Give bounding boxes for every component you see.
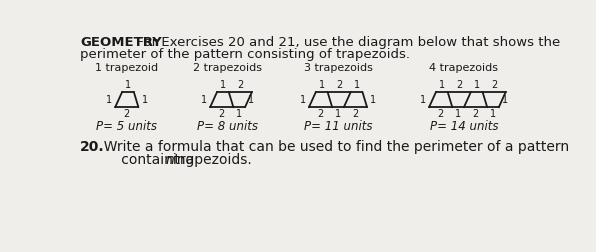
Text: Write a formula that can be used to find the perimeter of a pattern: Write a formula that can be used to find… — [95, 140, 570, 154]
Text: 2: 2 — [491, 80, 497, 90]
Text: 2: 2 — [336, 80, 342, 90]
Text: 1: 1 — [439, 80, 445, 90]
Text: 1: 1 — [141, 94, 148, 105]
Text: 1: 1 — [300, 94, 306, 105]
Text: 20.: 20. — [80, 140, 104, 154]
Text: 2: 2 — [237, 80, 244, 90]
Text: 2: 2 — [318, 109, 324, 119]
Text: perimeter of the pattern consisting of trapezoids.: perimeter of the pattern consisting of t… — [80, 48, 410, 61]
Text: 2 trapezoids: 2 trapezoids — [193, 62, 262, 73]
Text: 2: 2 — [352, 109, 359, 119]
Text: 1: 1 — [490, 109, 496, 119]
Text: P= 14 units: P= 14 units — [430, 119, 498, 133]
Text: 2: 2 — [124, 109, 130, 119]
Text: 1: 1 — [474, 80, 480, 90]
Text: n: n — [165, 153, 174, 167]
Text: 2: 2 — [437, 109, 444, 119]
Text: 1: 1 — [370, 94, 376, 105]
Text: 4 trapezoids: 4 trapezoids — [430, 62, 498, 73]
Text: 1: 1 — [353, 80, 359, 90]
Text: GEOMETRY: GEOMETRY — [80, 36, 162, 49]
Text: 1: 1 — [248, 94, 254, 105]
Text: containing: containing — [95, 153, 199, 167]
Text: 1: 1 — [420, 94, 426, 105]
Text: P= 5 units: P= 5 units — [97, 119, 157, 133]
Text: P= 8 units: P= 8 units — [197, 119, 258, 133]
Text: 1: 1 — [319, 80, 325, 90]
Text: 1: 1 — [220, 80, 226, 90]
Text: For Exercises 20 and 21, use the diagram below that shows the: For Exercises 20 and 21, use the diagram… — [128, 36, 560, 49]
Text: 3 trapezoids: 3 trapezoids — [303, 62, 372, 73]
Text: 1: 1 — [502, 94, 508, 105]
Text: 1: 1 — [455, 109, 461, 119]
Text: 1: 1 — [125, 80, 131, 90]
Text: 2: 2 — [473, 109, 479, 119]
Text: 1: 1 — [236, 109, 242, 119]
Text: 1: 1 — [201, 94, 207, 105]
Text: P= 11 units: P= 11 units — [304, 119, 372, 133]
Text: 2: 2 — [456, 80, 462, 90]
Text: 2: 2 — [219, 109, 225, 119]
Text: 1: 1 — [335, 109, 341, 119]
Text: 1 trapezoid: 1 trapezoid — [95, 62, 159, 73]
Text: trapezoids.: trapezoids. — [170, 153, 252, 167]
Text: 1: 1 — [106, 94, 112, 105]
